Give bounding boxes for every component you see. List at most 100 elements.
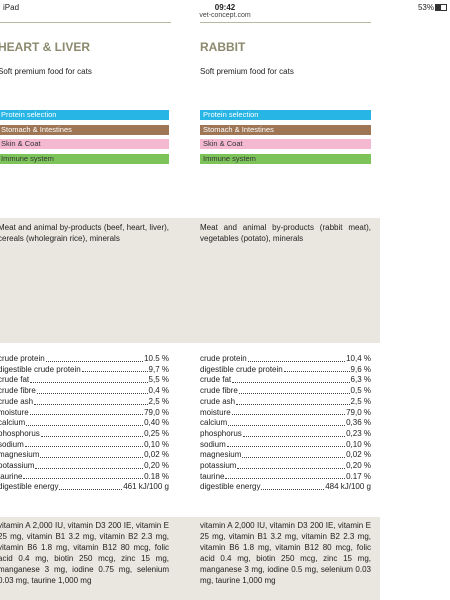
- analysis-row: crude protein 10,4 %: [200, 354, 371, 365]
- analysis-value: 0,36 %: [346, 418, 371, 428]
- analysis-value: 0.17 %: [346, 471, 371, 481]
- analysis-value: 0,5 %: [350, 386, 371, 396]
- analysis-row: sodium 0,10 %: [0, 440, 169, 451]
- product-column: RABBIT Soft premium food for cats Protein …: [200, 0, 371, 600]
- analysis-row: moisture 79,0 %: [200, 408, 371, 419]
- analysis-label: magnesium: [200, 450, 242, 460]
- analysis-label: crude fibre: [0, 386, 36, 396]
- composition: Meat and animal by-products (beef, heart…: [0, 223, 169, 243]
- analysis-value: 10.5 %: [144, 354, 169, 363]
- analysis-value: 0,10 %: [144, 439, 169, 449]
- tag: Immune system: [0, 153, 169, 164]
- leader: [30, 375, 148, 384]
- tag: Immune system: [200, 153, 371, 164]
- leader: [45, 354, 144, 362]
- analysis-value: 461 kJ/100 g: [123, 482, 169, 492]
- leader: [242, 450, 346, 458]
- tag: Skin & Coat: [200, 139, 371, 149]
- analysis-value: 10,4 %: [346, 354, 371, 363]
- analysis-label: digestible energy: [0, 482, 59, 492]
- tag: Protein selection: [200, 110, 371, 120]
- analysis-label: moisture: [0, 407, 29, 417]
- analysis-value: 5,5 %: [148, 375, 169, 385]
- analysis-row: calcium 0,36 %: [200, 418, 371, 429]
- analysis-row: crude ash 2,5 %: [200, 397, 371, 408]
- composition-band: [0, 218, 380, 343]
- additives-band: [0, 517, 380, 600]
- analysis-label: crude protein: [200, 354, 247, 363]
- leader: [36, 386, 148, 394]
- product-subtitle: Soft premium food for cats: [0, 67, 92, 76]
- analysis-label: calcium: [200, 418, 228, 428]
- analysis-row: crude protein 10.5 %: [0, 354, 169, 365]
- analysis-value: 6,3 %: [350, 375, 371, 385]
- analysis-label: potassium: [0, 461, 35, 470]
- analysis-label: potassium: [200, 461, 237, 470]
- analysis-label: calcium: [0, 418, 26, 428]
- analysis-row: phosphorus 0,25 %: [0, 429, 169, 440]
- tag: Stomach & Intestines: [0, 124, 169, 135]
- device: iPad: [3, 3, 20, 12]
- analysis-row: crude ash 2,5 %: [0, 397, 169, 408]
- leader: [40, 450, 144, 458]
- analysis-value: 79,0 %: [346, 407, 371, 417]
- analysis-value: 9,7 %: [148, 364, 169, 374]
- analysis-label: taurine: [200, 471, 225, 481]
- tag: Skin & Coat: [0, 139, 169, 149]
- analysis-label: phosphorus: [0, 428, 40, 438]
- leader: [40, 429, 144, 437]
- analysis-value: 0,40 %: [144, 418, 169, 428]
- analysis-value: 0,10 %: [346, 439, 371, 449]
- time: 09:42: [214, 3, 236, 12]
- analysis-row: digestible energy 461 kJ/100 g: [0, 482, 169, 493]
- analysis-value: 0,23 %: [346, 428, 371, 438]
- analysis-label: crude ash: [200, 396, 236, 406]
- analysis-label: moisture: [200, 407, 231, 417]
- leader: [236, 397, 350, 405]
- analysis-value: 0,02 %: [144, 450, 169, 460]
- divider: [0, 22, 171, 23]
- analysis-row: taurine 0.17 %: [200, 472, 371, 483]
- analysis-row: magnesium 0,02 %: [200, 450, 371, 461]
- analysis-row: phosphorus 0,23 %: [200, 429, 371, 440]
- leader: [247, 354, 346, 362]
- analysis-value: 0,02 %: [346, 450, 371, 460]
- analysis-value: 0,25 %: [144, 428, 169, 438]
- analysis-label: sodium: [0, 439, 24, 449]
- url[interactable]: vet-concept.com: [199, 12, 251, 19]
- tag: Stomach & Intestines: [200, 124, 371, 135]
- analysis-label: crude protein: [0, 354, 45, 363]
- battery: 53%: [417, 3, 434, 12]
- divider: [200, 22, 371, 23]
- analysis-value: 0,4 %: [148, 386, 169, 396]
- analysis-label: magnesium: [0, 450, 40, 460]
- analysis-label: taurine: [0, 471, 23, 481]
- leader: [283, 365, 350, 373]
- leader: [23, 472, 144, 480]
- analysis-row: digestible crude protein 9,7 %: [0, 365, 169, 376]
- analysis-label: digestible energy: [200, 482, 261, 492]
- product-column: HEART & LIVER Soft premium food for cats P…: [0, 0, 169, 600]
- analysis-value: 2,5 %: [148, 396, 169, 406]
- leader: [35, 461, 144, 469]
- analysis-row: calcium 0,40 %: [0, 418, 169, 429]
- analysis-label: digestible crude protein: [200, 364, 283, 374]
- leader: [225, 472, 346, 480]
- leader: [242, 429, 346, 437]
- analysis-label: sodium: [200, 439, 226, 449]
- tag: Protein selection: [0, 110, 169, 120]
- battery-icon: [435, 4, 447, 11]
- analysis-label: crude fat: [200, 375, 232, 385]
- analysis-row: crude fibre 0,4 %: [0, 386, 169, 397]
- analysis-label: crude fat: [0, 375, 30, 385]
- analysis-row: potassium 0,20 %: [0, 461, 169, 472]
- leader: [228, 418, 346, 426]
- analysis-row: crude fat 5,5 %: [0, 375, 169, 386]
- leader: [231, 408, 346, 416]
- leader: [59, 482, 123, 491]
- analysis-label: crude ash: [0, 396, 34, 406]
- analysis-value: 0,20 %: [346, 461, 371, 470]
- leader: [232, 375, 350, 384]
- analysis-label: phosphorus: [200, 428, 242, 438]
